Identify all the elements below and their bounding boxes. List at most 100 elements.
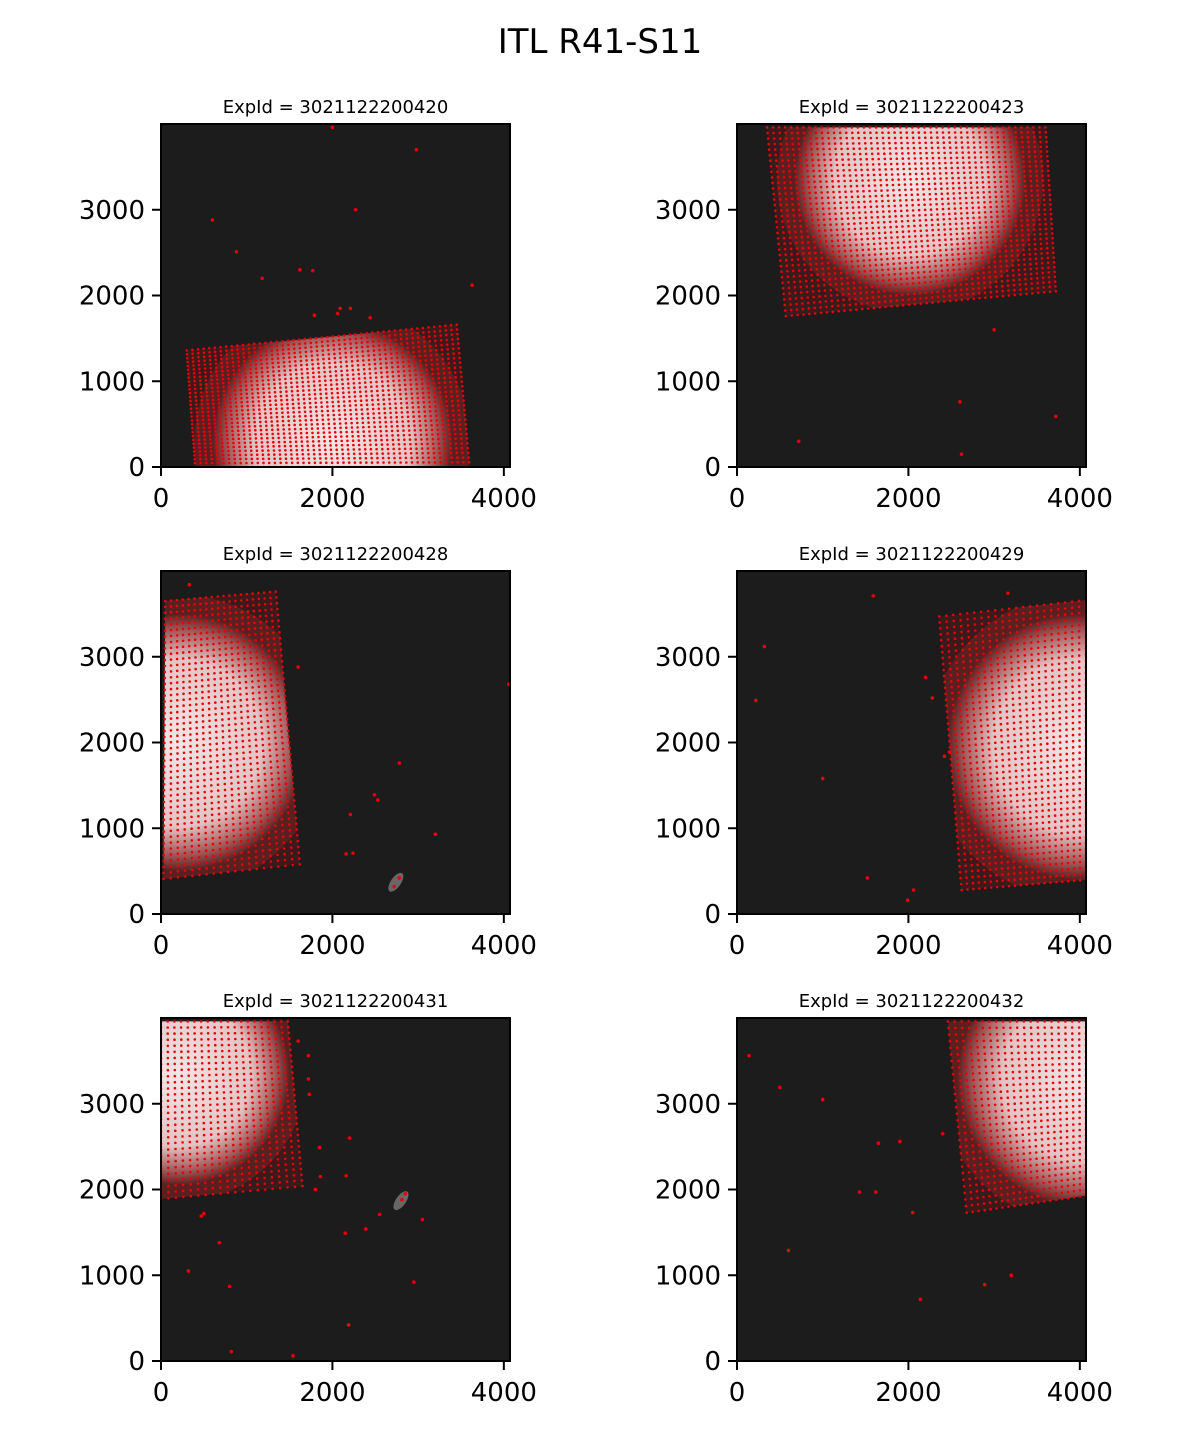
grid-point: [951, 703, 955, 707]
grid-point: [390, 429, 394, 433]
grid-point: [933, 254, 936, 258]
grid-point: [846, 276, 849, 280]
grid-point: [790, 131, 794, 135]
grid-point: [939, 633, 942, 636]
grid-point: [991, 150, 995, 154]
grid-point: [781, 287, 785, 290]
grid-point: [263, 767, 266, 770]
grid-point: [187, 633, 191, 636]
grid-point: [204, 855, 208, 858]
grid-point: [838, 260, 842, 264]
grid-point: [844, 126, 847, 129]
grid-point: [220, 441, 224, 445]
grid-point: [1007, 209, 1011, 213]
grid-point: [931, 301, 934, 304]
grid-point: [802, 191, 805, 195]
grid-point: [192, 442, 195, 446]
x-tick-label: 4000: [1047, 484, 1113, 514]
grid-point: [399, 392, 402, 396]
grid-point: [979, 712, 982, 716]
grid-point: [960, 810, 963, 814]
grid-point: [1000, 195, 1004, 198]
grid-point: [426, 447, 430, 450]
grid-point: [270, 353, 274, 357]
grid-point: [228, 397, 232, 401]
grid-point: [190, 862, 194, 866]
grid-point: [444, 390, 448, 394]
grid-point: [888, 147, 892, 150]
grid-point: [284, 776, 287, 780]
grid-point: [1015, 150, 1019, 154]
grid-point: [980, 166, 984, 169]
grid-point: [188, 662, 191, 666]
grid-point: [366, 340, 369, 344]
grid-point: [924, 213, 927, 217]
grid-point: [251, 791, 254, 795]
grid-point: [197, 434, 200, 438]
grid-point: [228, 600, 231, 603]
grid-point: [212, 406, 215, 409]
grid-point: [415, 451, 419, 455]
grid-point: [896, 173, 900, 176]
grid-point: [863, 275, 867, 278]
grid-point: [388, 398, 391, 401]
grid-point: [811, 158, 814, 162]
grid-point: [835, 223, 838, 226]
grid-point: [444, 324, 447, 328]
grid-point: [310, 354, 314, 358]
grid-point: [859, 297, 863, 300]
grid-point: [238, 445, 241, 449]
grid-point: [894, 220, 898, 223]
grid-point: [456, 337, 460, 341]
grid-point: [457, 409, 461, 412]
grid-point: [945, 704, 948, 707]
grid-point: [798, 280, 802, 283]
grid-point: [390, 420, 393, 424]
grid-point: [927, 260, 931, 263]
grid-point: [206, 660, 210, 664]
grid-point: [922, 198, 926, 201]
grid-point: [954, 733, 957, 736]
grid-point: [212, 860, 215, 863]
grid-point: [194, 661, 197, 665]
grid-point: [1003, 806, 1007, 810]
grid-point: [1005, 710, 1009, 713]
grid-point: [932, 162, 935, 165]
grid-point: [392, 443, 395, 446]
grid-point: [404, 452, 407, 455]
grid-point: [897, 178, 900, 181]
grid-point: [371, 340, 375, 343]
grid-point: [176, 752, 179, 755]
grid-point: [1011, 180, 1015, 183]
grid-point: [224, 417, 228, 421]
grid-point: [406, 415, 410, 419]
grid-point: [985, 146, 988, 149]
x-tick-label: 2000: [299, 931, 365, 961]
grid-point: [807, 186, 811, 189]
grid-point: [870, 280, 873, 283]
grid-point: [398, 383, 401, 387]
grid-point: [454, 375, 458, 379]
grid-point: [906, 146, 910, 150]
grid-point: [427, 330, 431, 334]
grid-point: [971, 791, 974, 795]
grid-point: [231, 356, 234, 360]
grid-point: [214, 724, 218, 728]
grid-point: [950, 243, 953, 246]
grid-point: [960, 298, 964, 302]
grid-point: [231, 433, 235, 437]
grid-point: [197, 826, 200, 830]
grid-point: [1018, 690, 1021, 694]
grid-point: [1007, 746, 1010, 749]
grid-point: [893, 136, 897, 140]
grid-point: [416, 392, 419, 395]
grid-point: [431, 367, 434, 371]
grid-point: [1025, 708, 1028, 711]
grid-point: [1045, 700, 1048, 703]
grid-point: [287, 352, 291, 355]
grid-point: [243, 437, 246, 441]
grid-point: [970, 196, 974, 200]
grid-point: [996, 668, 1000, 672]
grid-point: [298, 342, 301, 346]
grid-point: [276, 859, 280, 862]
